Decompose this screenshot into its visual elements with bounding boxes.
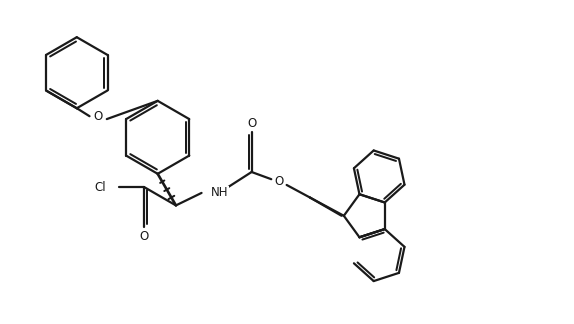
Text: O: O: [139, 230, 149, 243]
Text: NH: NH: [211, 186, 228, 199]
Text: Cl: Cl: [94, 181, 106, 194]
Text: O: O: [94, 110, 103, 123]
Text: O: O: [274, 175, 284, 188]
Text: O: O: [247, 117, 256, 130]
